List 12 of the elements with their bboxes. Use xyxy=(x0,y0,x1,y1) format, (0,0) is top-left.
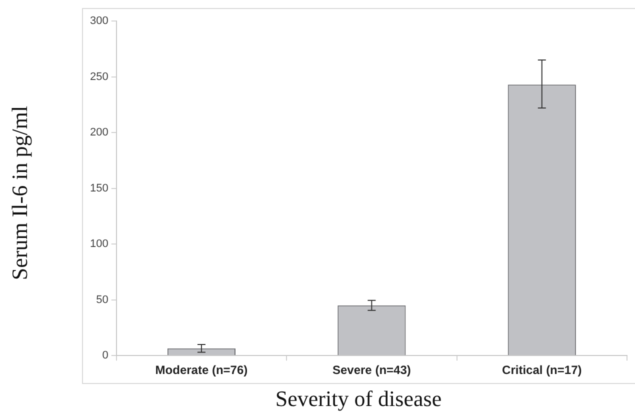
x-axis-title: Severity of disease xyxy=(274,386,443,412)
y-tick-label: 50 xyxy=(96,294,108,306)
y-tick-label: 300 xyxy=(90,15,108,28)
x-tick-label: Severe (n=43) xyxy=(332,363,411,378)
y-tick-label: 0 xyxy=(102,350,108,362)
y-axis-title: Serum Il-6 in pg/ml xyxy=(7,104,33,282)
x-tick-label: Moderate (n=76) xyxy=(155,363,248,378)
x-tick-label: Critical (n=17) xyxy=(502,363,582,378)
y-tick-label: 100 xyxy=(90,238,108,250)
y-tick-label: 250 xyxy=(90,70,108,83)
y-tick-label: 200 xyxy=(90,126,108,139)
y-tick-label: 150 xyxy=(90,182,108,194)
